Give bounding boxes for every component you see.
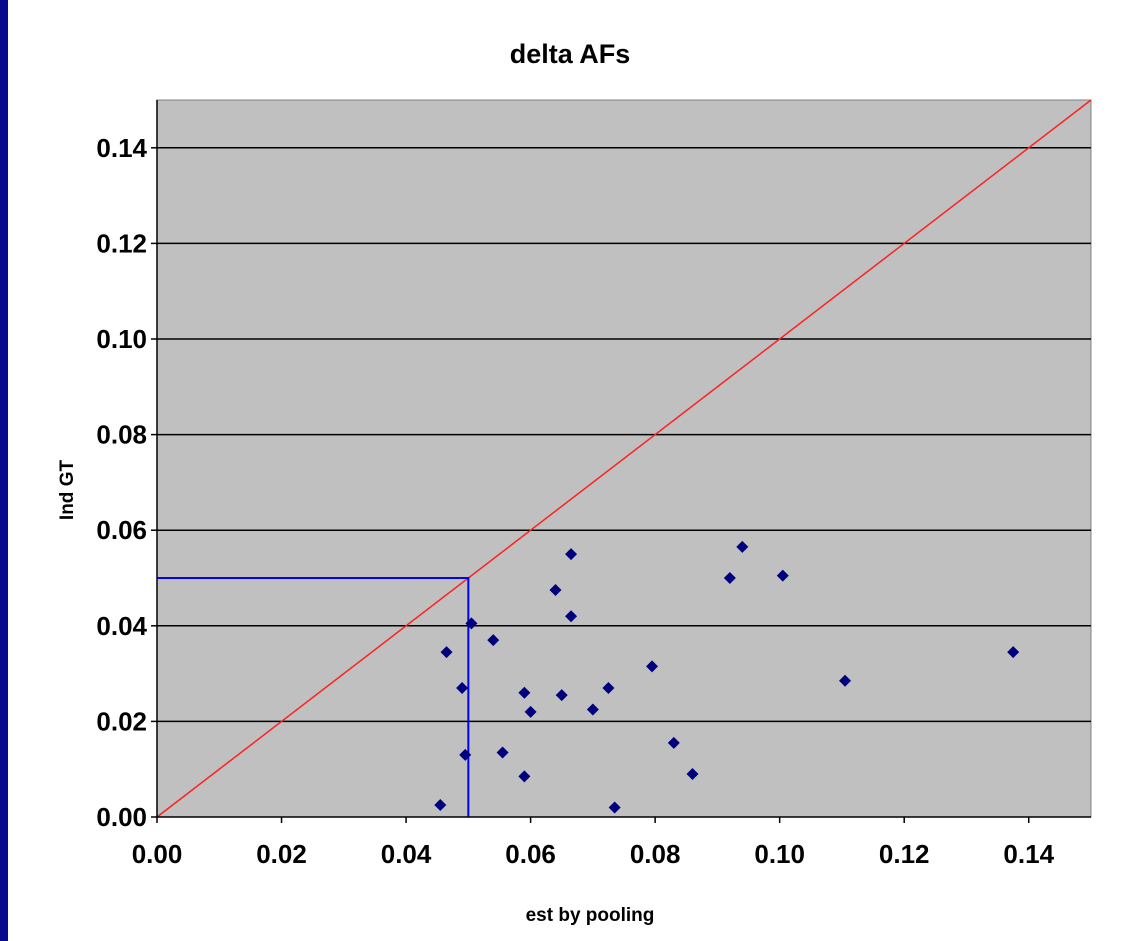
x-axis-ticks: 0.00 0.02 0.04 0.06 0.08 0.10 0.12 0.14 bbox=[132, 816, 1091, 869]
data-point bbox=[434, 799, 447, 812]
data-point bbox=[524, 705, 537, 718]
data-point bbox=[565, 610, 578, 623]
data-point bbox=[608, 801, 621, 814]
data-point bbox=[686, 767, 699, 780]
y-axis-ticks: 0.00 0.02 0.04 0.06 0.08 0.10 0.12 0.14 bbox=[96, 100, 158, 832]
y-tick-label: 0.00 bbox=[96, 802, 147, 832]
data-point bbox=[487, 634, 500, 647]
data-point bbox=[465, 617, 478, 630]
diagonal-line bbox=[156, 99, 1092, 818]
y-axis-label: Ind GT bbox=[57, 460, 78, 521]
y-tick-label: 0.04 bbox=[96, 611, 147, 641]
data-point bbox=[667, 736, 680, 749]
data-point bbox=[839, 674, 852, 687]
scatter-chart: 0.00 0.02 0.04 0.06 0.08 0.10 0.12 0.14 0.000.0… bbox=[57, 39, 1092, 926]
y-tick-label: 0.06 bbox=[96, 515, 147, 545]
gridlines bbox=[157, 147, 1091, 723]
data-point bbox=[440, 646, 453, 659]
data-point bbox=[456, 681, 469, 694]
data-point bbox=[646, 660, 659, 673]
chart-title: delta AFs bbox=[510, 39, 631, 69]
data-point bbox=[723, 572, 736, 584]
data-point bbox=[518, 770, 531, 783]
y-tick-label: 0.08 bbox=[96, 420, 147, 450]
data-point bbox=[555, 689, 568, 702]
data-point bbox=[602, 681, 615, 694]
x-axis-label: est by pooling bbox=[526, 905, 655, 926]
x-tick-label: 0.06 bbox=[505, 839, 556, 869]
data-point bbox=[549, 583, 562, 596]
reference-lines bbox=[156, 99, 1092, 818]
threshold-box-line bbox=[157, 577, 470, 817]
x-tick-label: 0.08 bbox=[630, 839, 681, 869]
x-tick-label: 0.04 bbox=[381, 839, 432, 869]
data-point bbox=[1007, 646, 1020, 659]
y-tick-label: 0.02 bbox=[96, 706, 147, 736]
y-tick-label: 0.14 bbox=[96, 133, 147, 163]
data-point bbox=[736, 540, 749, 553]
data-point bbox=[776, 569, 789, 582]
x-tick-label: 0.12 bbox=[879, 839, 930, 869]
y-tick-label: 0.12 bbox=[96, 228, 147, 258]
data-point bbox=[496, 746, 509, 759]
x-tick-label: 0.14 bbox=[1003, 839, 1054, 869]
data-point bbox=[518, 686, 531, 699]
data-points bbox=[434, 540, 1020, 814]
x-tick-label: 0.00 bbox=[132, 839, 183, 869]
data-point bbox=[586, 703, 599, 716]
y-tick-label: 0.10 bbox=[96, 324, 147, 354]
data-point bbox=[459, 748, 472, 761]
data-point bbox=[565, 548, 578, 561]
chart-frame: 0.00 0.02 0.04 0.06 0.08 0.10 0.12 0.14 0.00 0.0… bbox=[8, 0, 1141, 941]
x-tick-label: 0.10 bbox=[754, 839, 805, 869]
x-tick-label: 0.02 bbox=[256, 839, 307, 869]
